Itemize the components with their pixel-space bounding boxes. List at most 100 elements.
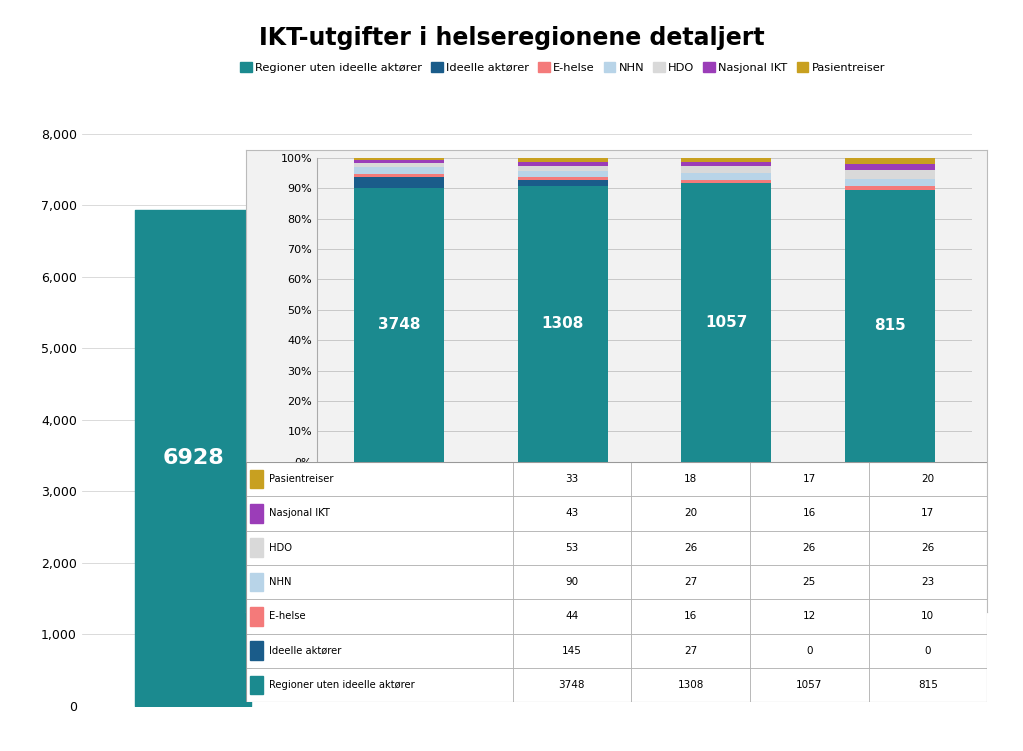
Text: 18: 18 [684,474,697,484]
Bar [845,179,935,186]
Bar [750,462,869,496]
Bar [518,177,608,180]
Bar [513,462,631,496]
Text: 25: 25 [803,577,815,587]
Bar [631,634,750,668]
Text: 815: 815 [874,318,906,333]
Bar [250,641,263,660]
Text: IKT-utgifter i helseregionene detaljert: IKT-utgifter i helseregionene detaljert [259,26,764,50]
Bar [603,189,701,198]
Text: 0: 0 [806,646,812,656]
Bar [681,167,771,173]
Bar [250,676,263,695]
Bar [750,668,869,702]
Text: 17: 17 [803,474,815,484]
Bar [869,565,987,599]
Bar [845,186,935,190]
Text: 26: 26 [803,543,815,553]
Text: 20: 20 [922,474,934,484]
Bar [246,462,513,496]
Text: 1308: 1308 [677,680,704,690]
Bar [845,158,935,164]
Bar [701,188,785,196]
Bar [513,530,631,565]
Text: 88: 88 [817,185,837,199]
Legend: Regioner uten ideelle aktører, Ideelle aktører, E-helse, NHN, HDO, Nasjonal IKT,: Regioner uten ideelle aktører, Ideelle a… [236,58,889,77]
Bar [631,599,750,634]
Text: 6928: 6928 [163,448,224,468]
Bar [631,462,750,496]
Bar [246,565,513,599]
Bar [750,565,869,599]
Text: 90: 90 [566,577,578,587]
Text: 43: 43 [566,508,578,518]
Text: Pasientreiser: Pasientreiser [269,474,333,484]
Bar [250,538,263,557]
Text: 1308: 1308 [541,316,584,331]
Bar [246,634,513,668]
Bar [354,163,444,167]
Bar [681,183,771,462]
Bar [354,167,444,173]
Text: 129: 129 [637,187,666,201]
Text: 1057: 1057 [796,680,822,690]
Bar [407,192,487,201]
Bar [246,530,513,565]
Bar [250,607,263,626]
Text: 16: 16 [684,611,697,621]
Text: 165: 165 [530,185,560,199]
Bar [250,469,263,488]
Bar [518,161,608,166]
Text: 44: 44 [566,611,578,621]
Bar [845,170,935,179]
Text: E-helse: E-helse [269,611,306,621]
Text: Nasjonal IKT: Nasjonal IKT [269,508,330,518]
Bar [845,164,935,170]
Bar [845,190,935,462]
Bar [354,160,444,163]
Bar [518,158,608,161]
Bar [246,599,513,634]
Bar [354,173,444,177]
Bar [354,188,444,462]
Bar [869,599,987,634]
Text: 27: 27 [684,646,697,656]
Bar [681,158,771,162]
Bar [513,496,631,530]
Text: 96: 96 [733,185,752,199]
Bar [246,668,513,702]
Bar [785,188,870,196]
Bar [869,668,987,702]
Text: 173: 173 [335,192,363,207]
Bar [631,530,750,565]
Text: 53: 53 [566,543,578,553]
Text: 3748: 3748 [377,317,420,332]
Bar [518,166,608,171]
Bar [518,171,608,177]
Text: 27: 27 [684,577,697,587]
Text: 0: 0 [925,646,931,656]
Bar [291,195,407,204]
Bar [354,177,444,188]
Text: 12: 12 [803,611,815,621]
Bar [250,572,263,592]
Text: 17: 17 [922,508,934,518]
Bar [518,186,608,462]
Bar [250,504,263,523]
Bar [681,173,771,180]
Bar [869,462,987,496]
Bar [631,496,750,530]
Bar [354,158,444,160]
Text: 1057: 1057 [705,315,748,330]
Bar [513,565,631,599]
Bar [750,599,869,634]
Bar [681,162,771,167]
Bar [246,496,513,530]
Bar [513,599,631,634]
Text: HDO: HDO [269,543,293,553]
Bar [631,668,750,702]
Text: 82: 82 [437,189,456,203]
Bar [631,565,750,599]
Bar [513,668,631,702]
Text: 16: 16 [803,508,815,518]
